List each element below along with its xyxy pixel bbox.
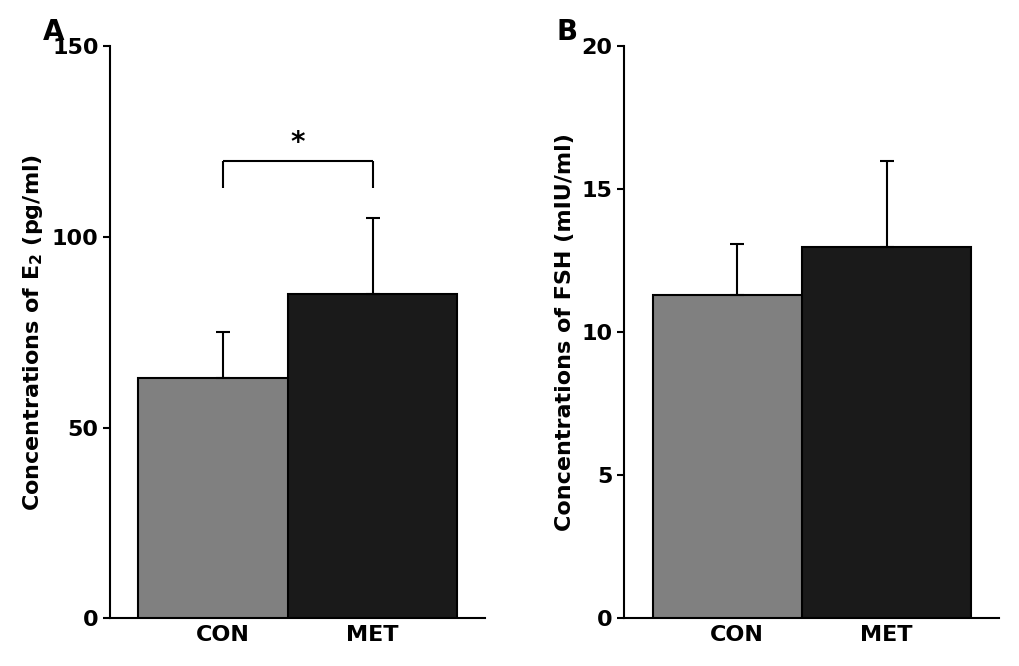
Text: A: A xyxy=(43,18,64,46)
Bar xyxy=(139,378,307,618)
Bar xyxy=(288,294,457,618)
Y-axis label: Concentrations of FSH (mIU/ml): Concentrations of FSH (mIU/ml) xyxy=(554,133,574,531)
Text: B: B xyxy=(556,18,578,46)
Y-axis label: Concentrations of E$_2$ (pg/ml): Concentrations of E$_2$ (pg/ml) xyxy=(20,154,45,511)
Text: *: * xyxy=(290,129,305,157)
Bar xyxy=(802,246,970,618)
Bar xyxy=(652,295,820,618)
